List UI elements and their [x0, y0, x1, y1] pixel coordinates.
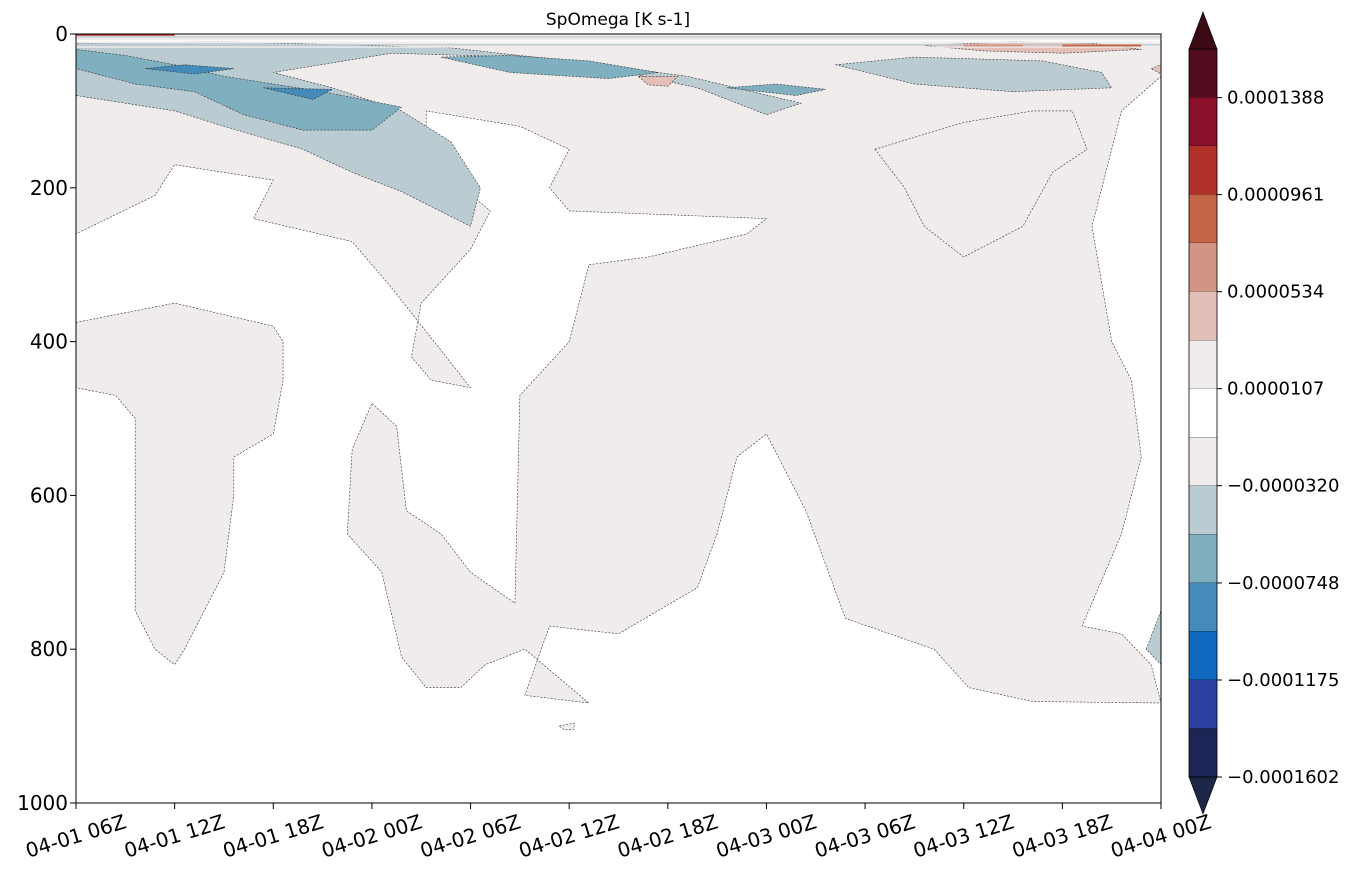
contour-region-upper-right-pink-2: [637, 76, 679, 87]
colorbar-tick-label: 0.0000534: [1227, 282, 1324, 303]
colorbar-segment: [1189, 243, 1217, 292]
colorbar-tick-label: −0.0000748: [1227, 573, 1339, 594]
contour-region-bottom-right-blue: [1145, 610, 1161, 666]
y-tick-label: 0: [55, 22, 68, 46]
colorbar-tick-label: −0.0001175: [1227, 670, 1339, 691]
colorbar-segment: [1189, 728, 1217, 777]
contour-region-upper-edge-pink: [1150, 64, 1161, 75]
colorbar-segment: [1189, 534, 1217, 583]
contour-region-upper-band-blue-dark: [144, 64, 234, 75]
colorbar-segment: [1189, 679, 1217, 729]
colorbar-extend-max: [1188, 11, 1218, 50]
x-tick-label: 04-01 18Z: [220, 809, 326, 862]
contour-region-upper-band-blue-mid-3: [726, 83, 826, 96]
x-tick-label: 04-01 06Z: [23, 809, 129, 862]
colorbar-frame: [1188, 48, 1218, 778]
colorbar-segment: [1189, 194, 1217, 244]
x-tick-label: 04-02 12Z: [516, 809, 622, 862]
colorbar-tick-label: 0.0001388: [1227, 88, 1324, 109]
surface-stripes: [76, 34, 1161, 48]
y-axis: 0 200 400 600 800 1000: [17, 22, 76, 815]
colorbar-segment: [1189, 146, 1217, 195]
y-tick-label: 800: [30, 637, 68, 661]
contour-region-upper-band-light: [76, 34, 1161, 704]
y-tick-label: 200: [30, 176, 68, 200]
x-tick-label: 04-02 18Z: [614, 809, 720, 862]
colorbar-segment: [1189, 582, 1217, 632]
contour-region-upper-band-blue-dark-2: [263, 87, 333, 100]
chart-title: SpOmega [K s-1]: [546, 10, 690, 30]
y-tick-label: 600: [30, 483, 68, 507]
x-tick-label: 04-03 06Z: [812, 809, 918, 862]
colorbar: 0.0001388 0.0000961 0.0000534 0.0000107 −0.0…: [1188, 11, 1339, 815]
y-tick-label: 400: [30, 330, 68, 354]
colorbar-segment: [1189, 388, 1217, 438]
plot-frame: [75, 33, 1162, 804]
colorbar-tick-label: −0.0000320: [1227, 476, 1339, 497]
colorbar-segment: [1189, 437, 1217, 486]
colorbar-tick-label: 0.0000107: [1227, 379, 1324, 400]
contour-region-upper-right-blue: [835, 56, 1113, 93]
colorbar-segment: [1189, 291, 1217, 341]
colorbar-segment: [1189, 49, 1217, 98]
contour-region-middle-left-lobe: [76, 302, 284, 666]
colorbar-tick-label: −0.0001602: [1227, 767, 1339, 788]
colorbar-segment: [1189, 97, 1217, 147]
contour-region-middle-right-lobe: [874, 110, 1088, 258]
colorbar-segment: [1189, 631, 1217, 680]
x-tick-label: 04-04 00Z: [1108, 809, 1214, 862]
colorbar-segment: [1189, 340, 1217, 389]
x-tick-label: 04-03 18Z: [1009, 809, 1115, 862]
x-tick-label: 04-03 00Z: [713, 809, 819, 862]
x-tick-label: 04-02 00Z: [319, 809, 425, 862]
x-tick-label: 04-03 12Z: [910, 809, 1016, 862]
colorbar-segment: [1189, 485, 1217, 535]
contour-region-upper-band-blue-mid-2: [440, 55, 659, 79]
y-tick-label: 1000: [17, 791, 68, 815]
contour-region-tiny-island: [558, 722, 575, 731]
colorbar-extend-min: [1188, 776, 1218, 815]
contour-regions: [76, 34, 1161, 731]
x-tick-label: 04-02 06Z: [417, 809, 523, 862]
x-tick-label: 04-01 12Z: [121, 809, 227, 862]
colorbar-tick-label: 0.0000961: [1227, 185, 1324, 206]
